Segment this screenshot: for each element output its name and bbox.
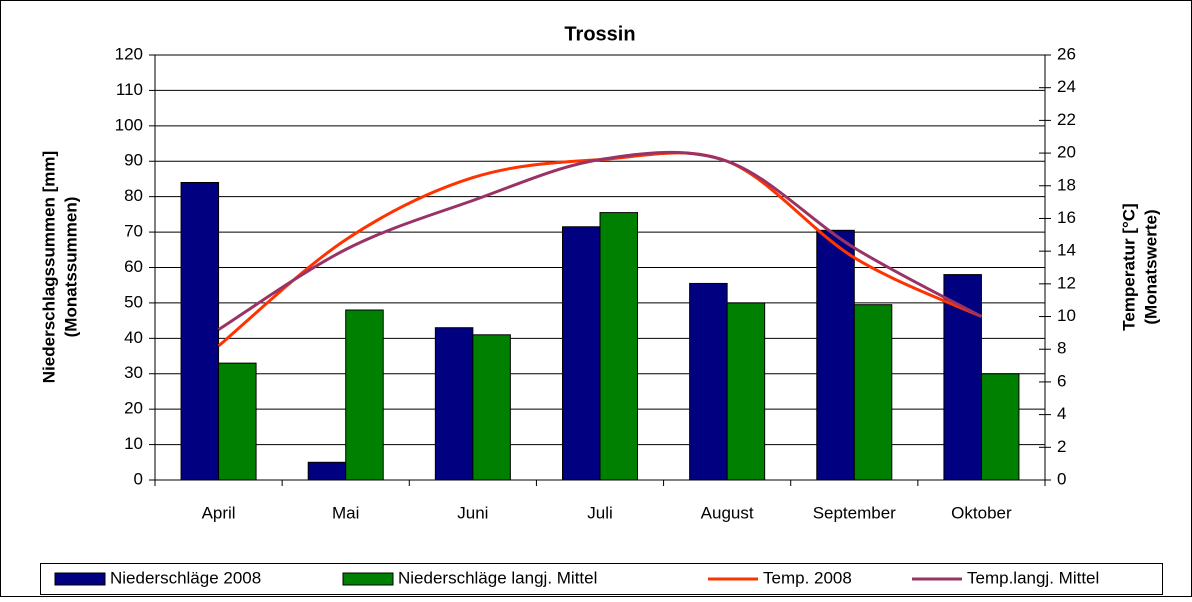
y-axis-label: Niederschlagssummen [mm] (39, 151, 58, 383)
y2-tick-label: 12 (1057, 273, 1076, 292)
y-tick-label: 0 (134, 469, 143, 488)
x-tick-label: September (813, 503, 896, 522)
y2-tick-label: 10 (1057, 306, 1076, 325)
y-tick-label: 120 (115, 44, 143, 63)
y2-tick-label: 16 (1057, 208, 1076, 227)
y-tick-label: 60 (124, 257, 143, 276)
x-tick-label: Mai (332, 503, 359, 522)
legend-swatch (342, 572, 394, 586)
bar (689, 282, 728, 481)
legend-swatch (54, 572, 106, 586)
bar (218, 362, 257, 481)
bar (599, 212, 639, 481)
bar (816, 229, 855, 481)
y2-tick-label: 14 (1057, 241, 1076, 260)
y2-axis-label: Temperatur [°C] (1119, 203, 1138, 330)
legend-box (40, 563, 1163, 595)
y2-tick-label: 6 (1057, 371, 1066, 390)
legend-label: Niederschläge langj. Mittel (398, 568, 597, 587)
y2-tick-label: 20 (1057, 143, 1076, 162)
bar (472, 334, 511, 481)
y-tick-label: 80 (124, 186, 143, 205)
x-tick-label: Juli (587, 503, 613, 522)
y-tick-label: 40 (124, 328, 143, 347)
line (217, 150, 983, 331)
bar (980, 373, 1020, 481)
legend-label: Niederschläge 2008 (110, 568, 261, 587)
y2-tick-label: 26 (1057, 44, 1076, 63)
x-tick-label: April (202, 503, 236, 522)
bar (726, 302, 766, 481)
y-tick-label: 100 (115, 115, 143, 134)
x-tick-label: August (701, 503, 754, 522)
y2-tick-label: 4 (1057, 404, 1066, 423)
legend-label: Temp. 2008 (763, 568, 852, 587)
y2-tick-label: 2 (1057, 437, 1066, 456)
x-tick-label: Oktober (951, 503, 1012, 522)
bar (853, 304, 893, 481)
y-tick-label: 110 (116, 80, 143, 99)
y2-tick-label: 24 (1057, 77, 1076, 96)
y-tick-label: 10 (124, 434, 143, 453)
y-tick-label: 30 (124, 363, 143, 382)
y2-tick-label: 8 (1057, 339, 1066, 358)
y-tick-label: 50 (124, 292, 143, 311)
y2-tick-label: 18 (1057, 175, 1076, 194)
y-tick-label: 20 (124, 399, 143, 418)
x-tick-label: Juni (457, 503, 488, 522)
y2-tick-label: 22 (1057, 110, 1076, 129)
chart-title: Trossin (564, 23, 635, 45)
bar (345, 309, 384, 481)
bar (180, 182, 220, 481)
y-tick-label: 70 (124, 222, 143, 241)
bar (434, 327, 474, 481)
y-tick-label: 90 (124, 151, 143, 170)
legend-label: Temp.langj. Mittel (967, 568, 1099, 587)
bar (307, 461, 347, 481)
y2-tick-label: 0 (1057, 469, 1066, 488)
y-axis-label: (Monatssummen) (61, 197, 80, 338)
y2-axis-label: (Monatswerte) (1141, 209, 1160, 324)
bar (561, 226, 601, 481)
